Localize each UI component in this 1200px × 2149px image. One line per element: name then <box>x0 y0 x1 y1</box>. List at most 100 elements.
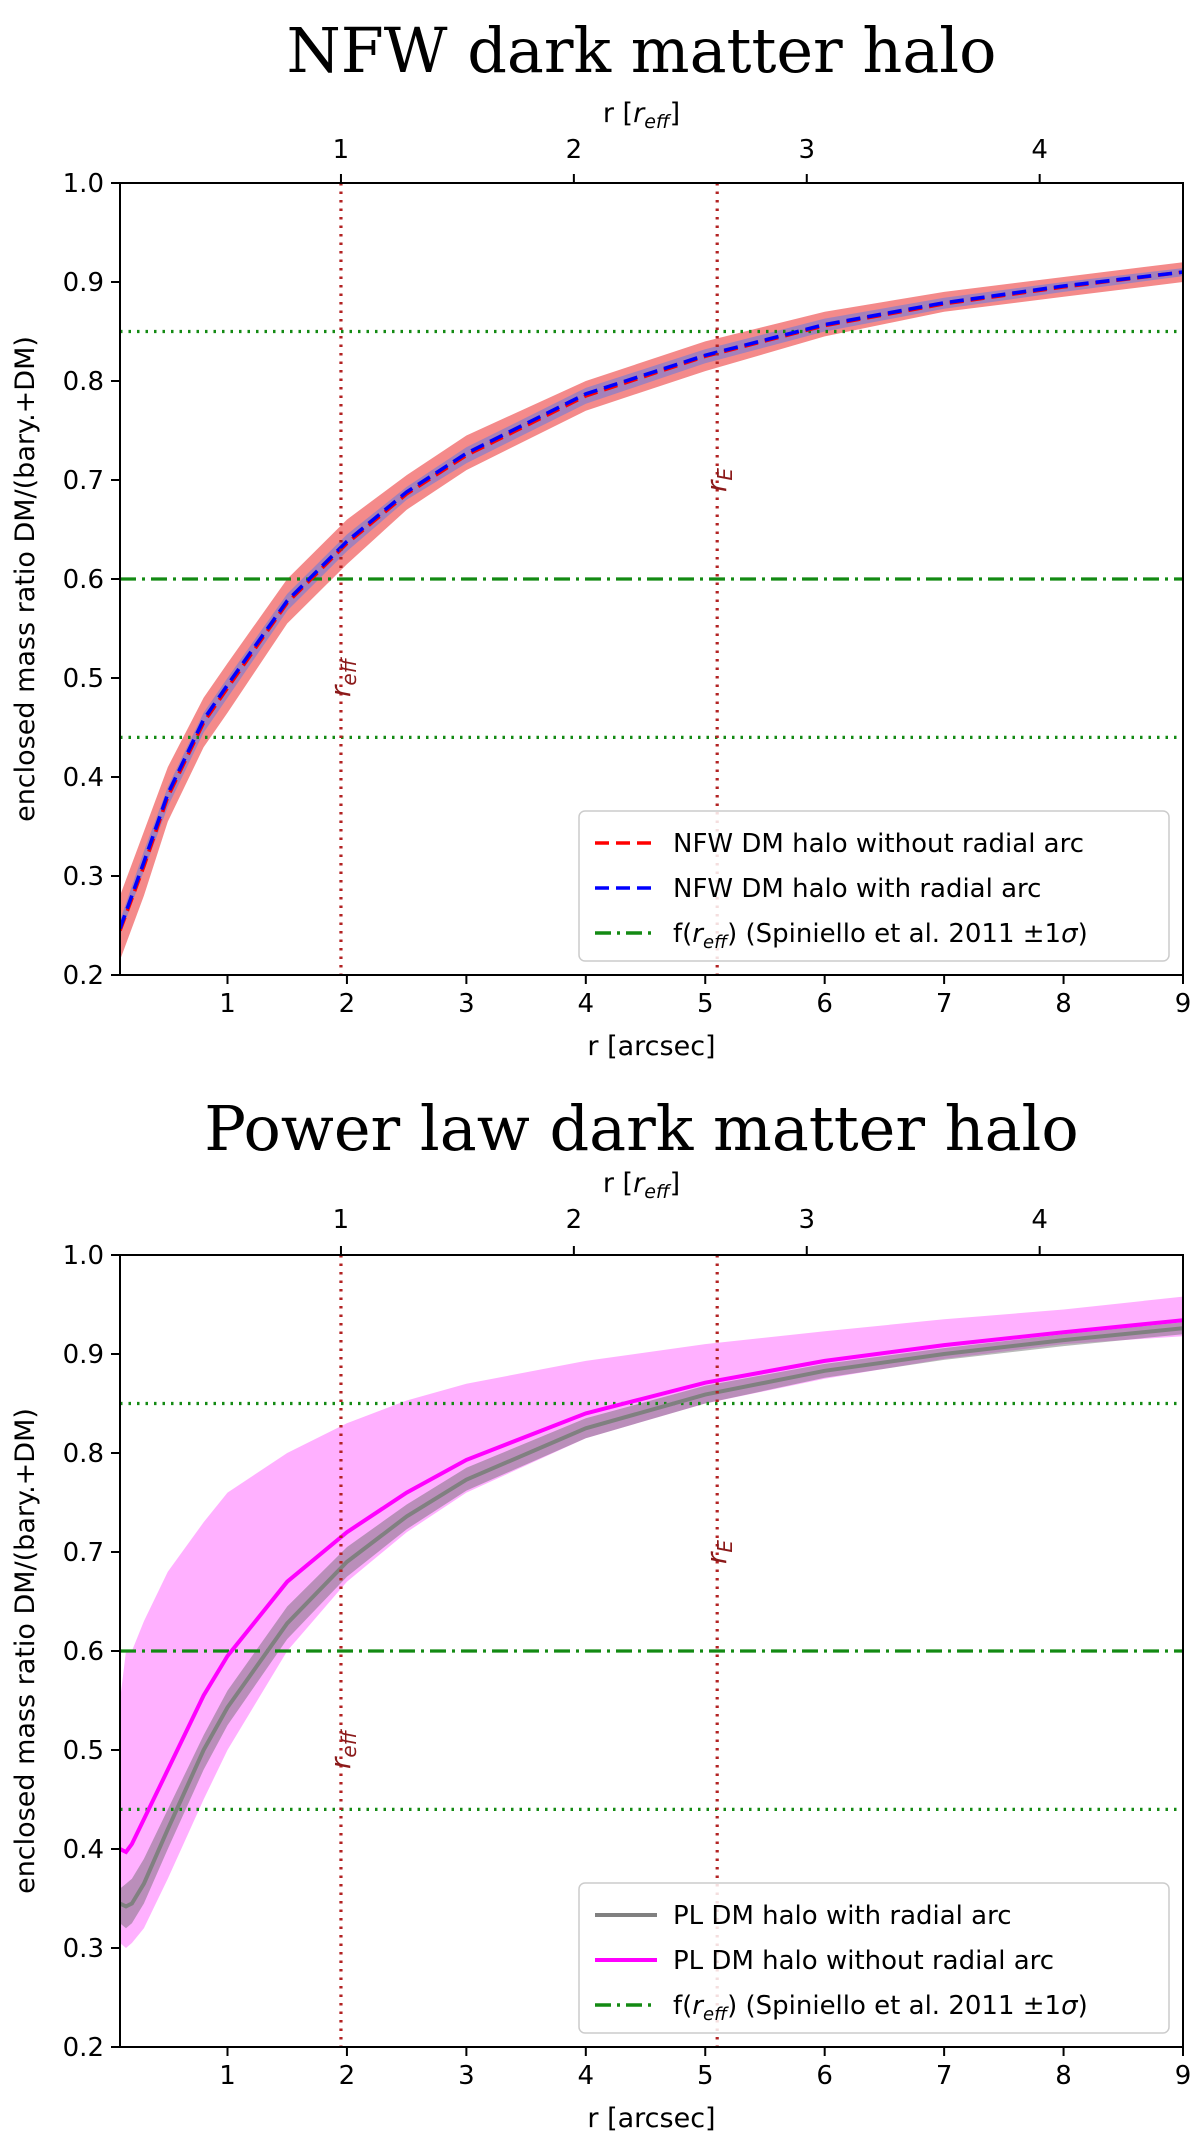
legend-box <box>578 810 1170 962</box>
x-tick-label: 5 <box>697 989 714 1019</box>
plot-area <box>120 1255 1183 2047</box>
y-tick-label: 0.2 <box>63 2033 104 2063</box>
legend-text-sub: eff <box>703 932 729 953</box>
chart-title: NFW dark matter halo <box>287 14 997 87</box>
legend-entry-label: f(reff) (Spiniello et al. 2011 ±1σ) <box>673 919 1088 953</box>
x-tick-label: 6 <box>816 989 833 1019</box>
chart-title: Power law dark matter halo <box>204 1092 1078 1165</box>
vline-label-main: r <box>700 1551 733 1564</box>
top-axis-label-sub: eff <box>644 111 672 133</box>
x-tick-label: 7 <box>936 989 953 1019</box>
x-tick-label: 2 <box>339 989 356 1019</box>
top-tick-label: 1 <box>333 135 350 165</box>
x-axis-label: r [arcsec] <box>587 2103 715 2134</box>
legend-entry-label: PL DM halo with radial arc <box>673 1901 1012 1931</box>
legend-text-pre: f( <box>673 1991 692 2021</box>
top-axis-label-main: r [ <box>603 1168 633 1199</box>
legend-text-sub: eff <box>703 2004 729 2025</box>
top-axis-label-italic: r <box>633 1168 646 1199</box>
y-tick-label: 1.0 <box>63 1241 104 1271</box>
top-axis-label-sub: eff <box>644 1181 672 1203</box>
legend-entry-label: PL DM halo without radial arc <box>673 1946 1054 1976</box>
plot-area <box>120 183 1183 975</box>
x-tick-label: 5 <box>697 2061 714 2091</box>
vline-label-main: r <box>700 479 733 492</box>
y-tick-label: 0.2 <box>63 961 104 991</box>
x-tick-label: 9 <box>1175 989 1192 1019</box>
vline-label-sub: E <box>713 468 737 481</box>
legend-entry-label: NFW DM halo without radial arc <box>673 829 1084 859</box>
x-tick-label: 8 <box>1055 989 1072 1019</box>
vline-label-sub: eff <box>337 1728 361 1757</box>
vline-label-0: reff <box>324 1728 361 1769</box>
x-tick-label: 8 <box>1055 2061 1072 2091</box>
x-axis-label: r [arcsec] <box>587 1031 715 1062</box>
y-tick-label: 0.6 <box>63 565 104 595</box>
y-tick-label: 0.5 <box>63 1736 104 1766</box>
legend-text-italic: r <box>692 919 705 949</box>
vline-label-main: r <box>324 1756 357 1769</box>
x-tick-label: 3 <box>458 989 475 1019</box>
legend-text-sigma: σ <box>1061 1991 1079 2021</box>
legend-text-end: ) <box>1078 1991 1088 2021</box>
vline-label-1: rE <box>700 1540 737 1565</box>
x-tick-label: 1 <box>219 2061 236 2091</box>
y-axis-label: enclosed mass ratio DM/(bary.+DM) <box>10 1408 41 1894</box>
vline-label-sub: E <box>713 1540 737 1553</box>
top-tick-label: 4 <box>1031 135 1048 165</box>
vline-label-main: r <box>324 684 357 697</box>
vline-label-1: rE <box>700 468 737 493</box>
y-tick-label: 0.7 <box>63 1538 104 1568</box>
legend-text-post: ) (Spiniello et al. 2011 ±1 <box>727 919 1061 949</box>
y-tick-label: 0.8 <box>63 1439 104 1469</box>
x-tick-label: 4 <box>578 989 595 1019</box>
legend: PL DM halo with radial arc PL DM halo wit… <box>578 1882 1170 2034</box>
x-tick-label: 6 <box>816 2061 833 2091</box>
legend-box <box>578 1882 1170 2034</box>
x-tick-label: 9 <box>1175 2061 1192 2091</box>
y-tick-label: 0.4 <box>63 763 104 793</box>
y-tick-label: 0.5 <box>63 664 104 694</box>
y-tick-label: 0.7 <box>63 466 104 496</box>
legend: NFW DM halo without radial arc NFW DM hal… <box>578 810 1170 962</box>
top-axis-label-italic: r <box>633 98 646 129</box>
legend-entry-label: NFW DM halo with radial arc <box>673 874 1041 904</box>
top-axis-label: r [reff] <box>603 1168 680 1203</box>
y-tick-label: 0.6 <box>63 1637 104 1667</box>
legend-text-post: ) (Spiniello et al. 2011 ±1 <box>727 1991 1061 2021</box>
series-line-0 <box>120 1326 1183 1909</box>
vline-label-0: reff <box>324 656 361 697</box>
top-tick-label: 3 <box>798 135 815 165</box>
legend-text-pre: f( <box>673 919 692 949</box>
top-axis-label-main: r [ <box>603 98 633 129</box>
y-tick-label: 0.9 <box>63 1340 104 1370</box>
y-tick-label: 0.4 <box>63 1835 104 1865</box>
x-tick-label: 4 <box>578 2061 595 2091</box>
top-axis-label-close: ] <box>670 98 681 129</box>
top-tick-label: 3 <box>798 1205 815 1235</box>
y-tick-label: 0.3 <box>63 1934 104 1964</box>
vline-label-sub: eff <box>337 656 361 685</box>
legend-entry-label: f(reff) (Spiniello et al. 2011 ±1σ) <box>673 1991 1088 2025</box>
y-tick-label: 0.9 <box>63 268 104 298</box>
top-tick-label: 4 <box>1031 1205 1048 1235</box>
y-tick-label: 0.3 <box>63 862 104 892</box>
legend-text-sigma: σ <box>1061 919 1079 949</box>
series-line-1 <box>120 1318 1183 1855</box>
legend-text-italic: r <box>692 1991 705 2021</box>
y-tick-label: 1.0 <box>63 169 104 199</box>
x-tick-label: 3 <box>458 2061 475 2091</box>
top-tick-label: 2 <box>566 1205 583 1235</box>
x-tick-label: 7 <box>936 2061 953 2091</box>
y-axis-label: enclosed mass ratio DM/(bary.+DM) <box>10 336 41 822</box>
legend-text-end: ) <box>1078 919 1088 949</box>
series-line-1 <box>120 270 1183 930</box>
top-tick-label: 2 <box>566 135 583 165</box>
y-tick-label: 0.8 <box>63 367 104 397</box>
x-tick-label: 2 <box>339 2061 356 2091</box>
uncertainty-band-0 <box>120 1296 1183 1948</box>
top-tick-label: 1 <box>333 1205 350 1235</box>
